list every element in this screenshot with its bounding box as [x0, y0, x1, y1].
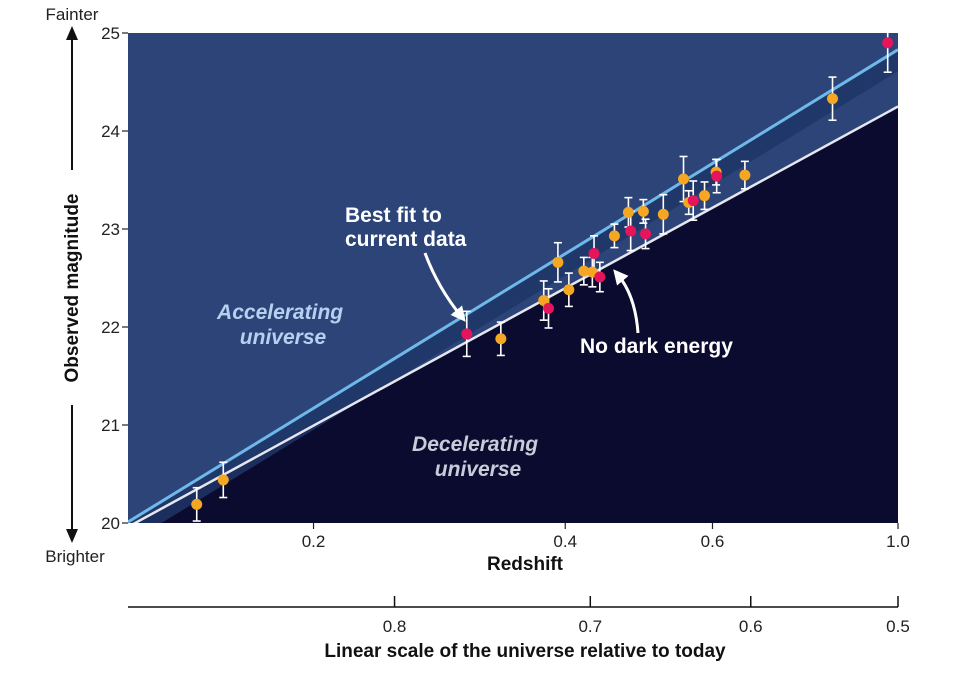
x-tick-label: 0.4 — [553, 532, 577, 551]
data-point — [543, 302, 555, 314]
y-bottom-label: Brighter — [45, 547, 105, 566]
data-point — [578, 265, 590, 277]
data-point — [608, 230, 620, 242]
data-point — [622, 206, 634, 218]
data-point — [625, 225, 637, 237]
data-point — [827, 93, 839, 105]
data-point — [657, 208, 669, 220]
best-fit-callout: Best fit to current data — [345, 204, 467, 251]
data-point — [739, 169, 751, 181]
data-point — [678, 173, 690, 185]
data-point — [588, 248, 600, 259]
no-dark-energy-callout-arrow — [613, 269, 640, 334]
x-tick-label: 0.6 — [701, 532, 725, 551]
secondary-tick-label: 0.6 — [739, 617, 763, 636]
y-axis-title: Observed magnitude — [62, 194, 83, 383]
data-point — [552, 256, 564, 268]
best-fit-line — [128, 48, 898, 523]
data-point — [217, 474, 229, 486]
y-tick-label: 25 — [101, 24, 120, 43]
x-tick-label: 0.2 — [302, 532, 326, 551]
y-tick-label: 22 — [101, 318, 120, 337]
data-point — [495, 333, 507, 345]
y-axis: 20 21 22 23 24 25 — [101, 24, 128, 533]
y-tick-label: 21 — [101, 416, 120, 435]
secondary-axis-title: Linear scale of the universe relative to… — [324, 641, 726, 662]
data-point — [594, 271, 606, 283]
best-fit-callout-arrow — [423, 252, 466, 322]
y-tick-label: 20 — [101, 514, 120, 533]
data-point — [191, 498, 203, 510]
y-tick-label: 24 — [101, 122, 120, 141]
x-axis-title: Redshift — [487, 554, 564, 575]
secondary-tick-label: 0.8 — [383, 617, 407, 636]
data-point — [882, 37, 894, 49]
data-point — [699, 190, 711, 202]
decelerating-region-label: Decelerating universe — [412, 433, 544, 481]
x-axis: 0.2 0.4 0.6 1.0 — [302, 523, 910, 551]
data-point — [563, 284, 575, 296]
data-points — [191, 33, 894, 522]
secondary-tick-label: 0.7 — [578, 617, 602, 636]
secondary-tick-label: 0.5 — [886, 617, 910, 636]
x-tick-label: 1.0 — [886, 532, 910, 551]
y-arrow-down-head — [66, 529, 78, 543]
data-point — [461, 328, 473, 340]
accelerating-region-label: Accelerating universe — [216, 301, 349, 349]
no-dark-energy-callout: No dark energy — [580, 335, 733, 358]
decelerating-region — [128, 106, 898, 523]
data-point — [637, 205, 649, 217]
data-point — [711, 170, 723, 182]
y-top-label: Fainter — [46, 5, 99, 24]
y-tick-label: 23 — [101, 220, 120, 239]
data-point — [640, 228, 652, 240]
no-dark-energy-line — [132, 105, 898, 523]
y-arrow-up-head — [66, 26, 78, 40]
data-point — [687, 195, 699, 207]
secondary-axis: 0.8 0.7 0.6 0.5 — [383, 596, 910, 636]
